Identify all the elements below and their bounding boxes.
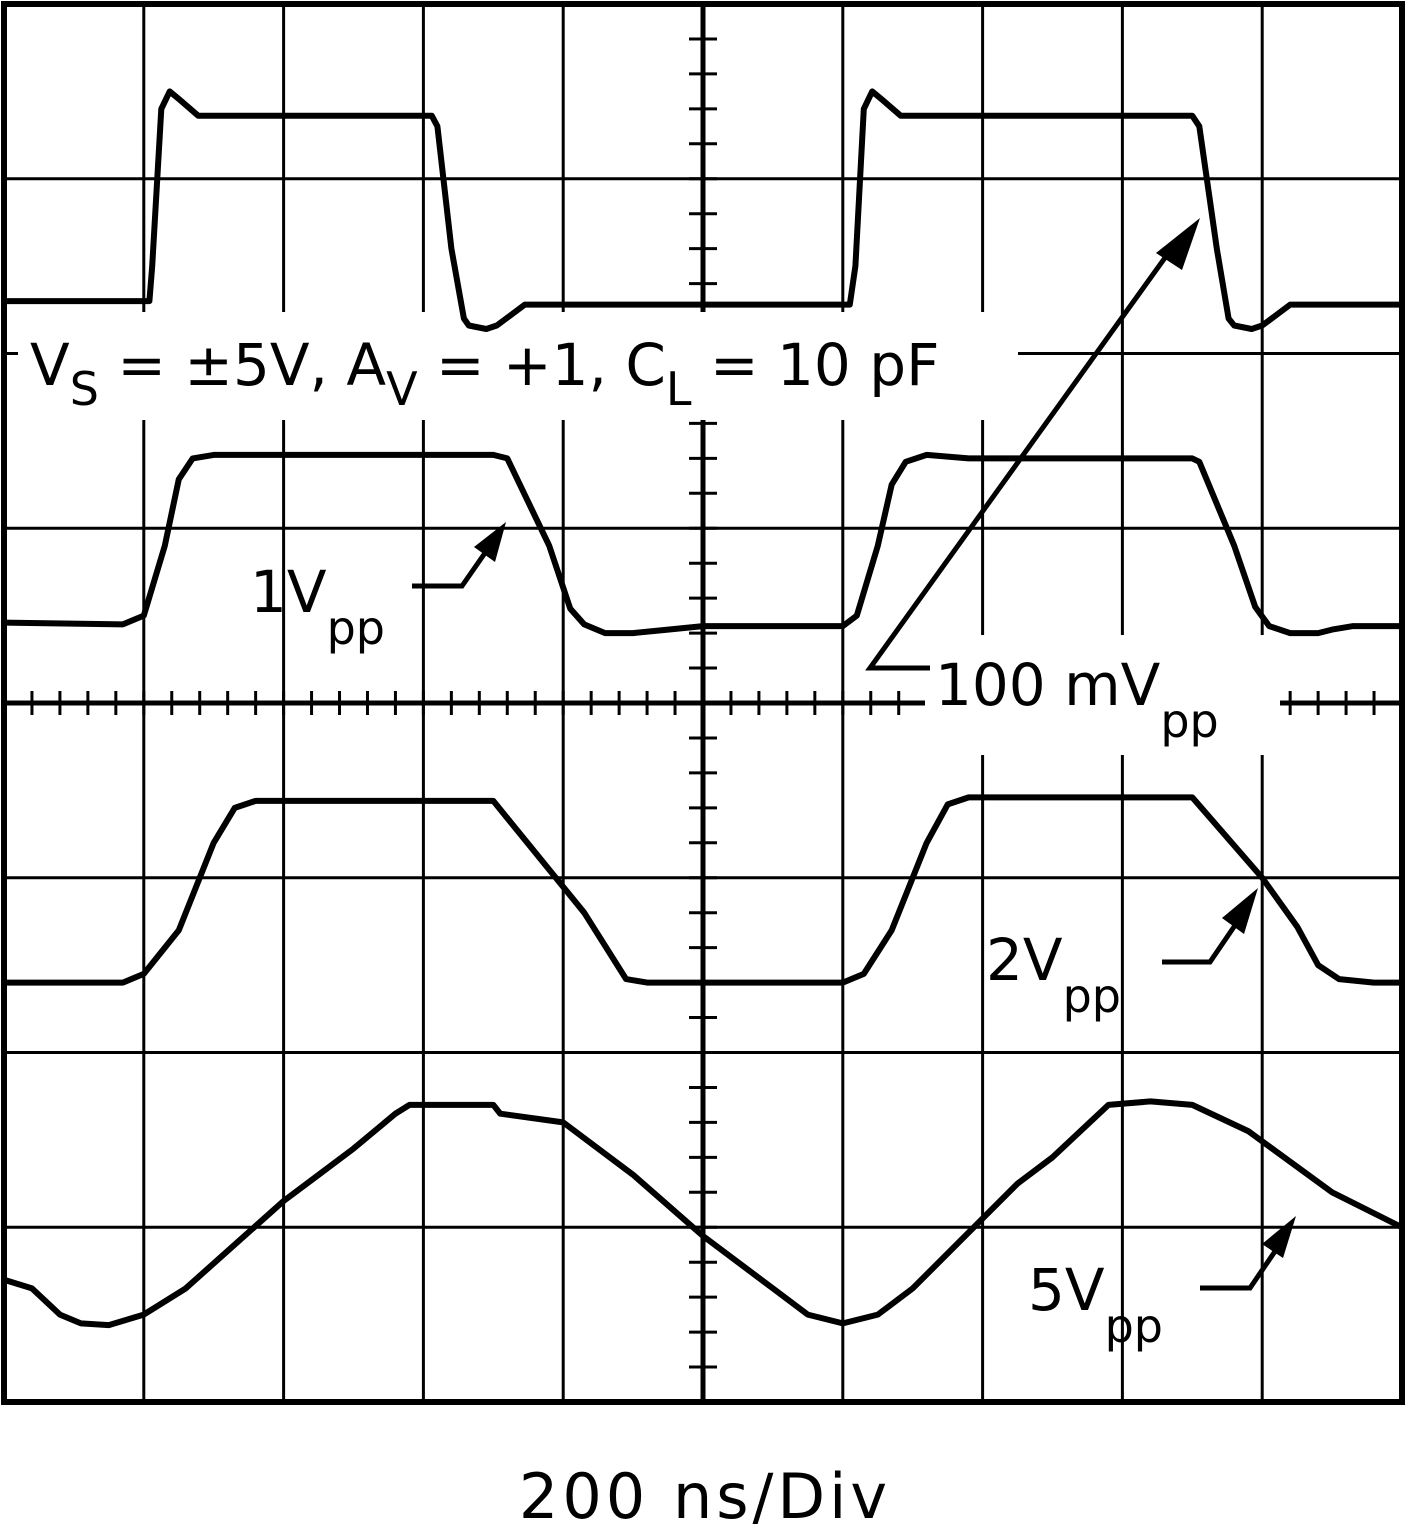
arrowhead-100mv — [1156, 218, 1200, 270]
trace-series-0 — [1, 88, 1405, 332]
conditions-label: VS = ±5V, AV = +1, CL = 10 pF — [30, 331, 939, 416]
trace-series-3 — [1, 1098, 1405, 1329]
series-label-1v: 1Vpp — [250, 558, 385, 655]
arrow-2v-leader — [1162, 916, 1243, 965]
annotation-arrows — [412, 246, 1283, 1291]
label-100mv-mask — [925, 635, 1280, 755]
arrow-1v-leader — [412, 538, 497, 589]
x-axis-label: 200 ns/Div — [519, 1460, 891, 1533]
arrow-100mv-leader — [865, 246, 1175, 671]
series-label-2v: 2Vpp — [986, 926, 1121, 1023]
arrowhead-2v — [1222, 888, 1258, 934]
arrow-heads — [474, 218, 1296, 1258]
arrowhead-5v — [1262, 1216, 1296, 1258]
arrowhead-1v — [474, 522, 506, 562]
trace-series-2 — [1, 794, 1405, 986]
arrow-5v-leader — [1200, 1242, 1283, 1291]
traces — [1, 88, 1405, 1329]
series-label-100mv: 100 mVpp — [935, 651, 1219, 748]
series-label-5v: 5Vpp — [1028, 1256, 1163, 1353]
trace-series-1 — [1, 451, 1405, 637]
conditions-label-mask — [18, 312, 1018, 420]
